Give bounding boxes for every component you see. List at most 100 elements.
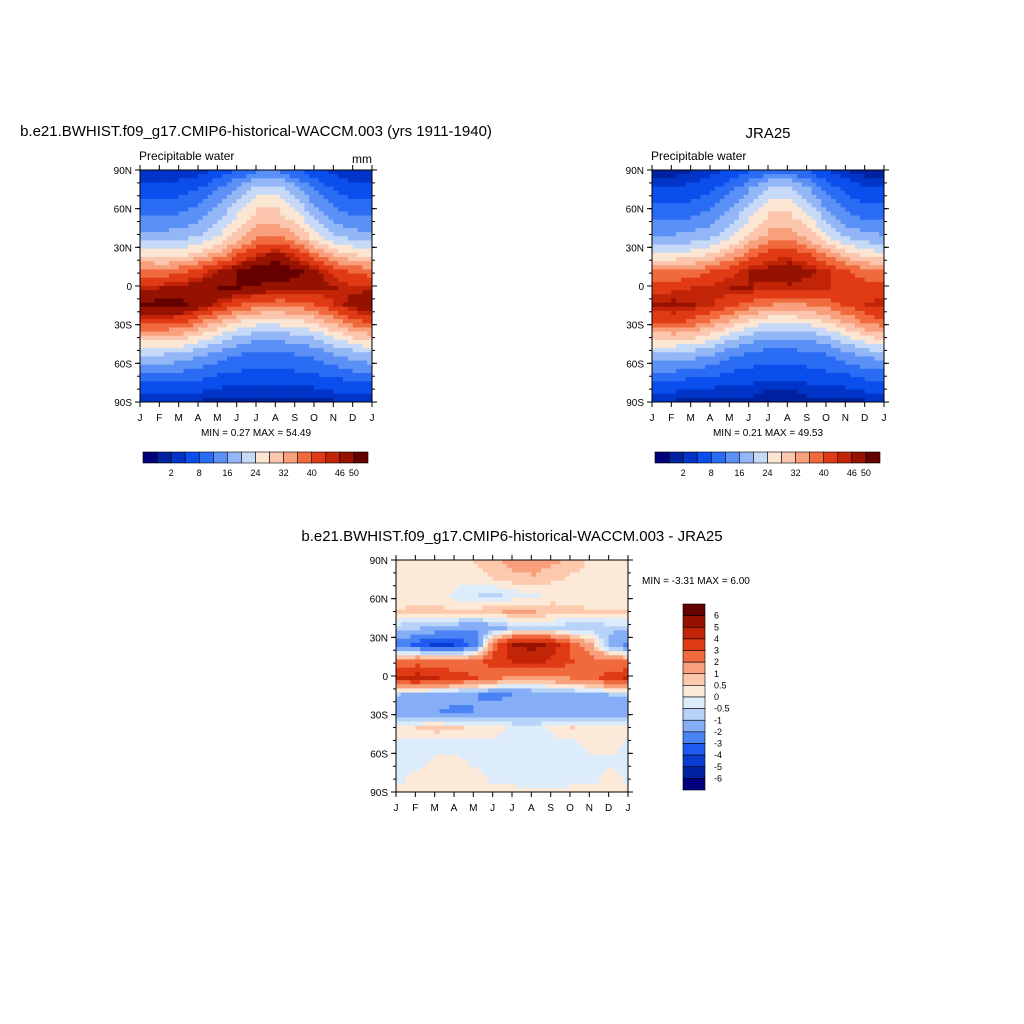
- heatmap-cell: [256, 281, 262, 287]
- heatmap-cell: [164, 286, 170, 291]
- heatmap-cell: [666, 339, 672, 345]
- heatmap-cell: [149, 277, 155, 283]
- heatmap-cell: [739, 269, 745, 274]
- heatmap-cell: [830, 310, 837, 316]
- heatmap-cell: [231, 397, 238, 403]
- heatmap-cell: [275, 327, 281, 332]
- heatmap-cell: [652, 348, 658, 353]
- heatmap-cell: [357, 244, 363, 250]
- heatmap-cell: [661, 203, 667, 208]
- heatmap-cell: [864, 327, 870, 332]
- heatmap-cell: [299, 240, 305, 245]
- heatmap-cell: [710, 248, 716, 254]
- heatmap-cell: [183, 215, 189, 221]
- heatmap-cell: [173, 344, 180, 349]
- heatmap-cell: [299, 294, 305, 299]
- heatmap-cell: [183, 327, 189, 332]
- heatmap-cell: [149, 348, 155, 353]
- heatmap-cell: [285, 273, 291, 279]
- heatmap-cell: [338, 327, 344, 332]
- heatmap-cell: [768, 190, 774, 196]
- heatmap-cell: [328, 207, 334, 212]
- heatmap-cell: [739, 186, 745, 192]
- heatmap-cell: [285, 364, 291, 370]
- heatmap-cell: [835, 335, 841, 341]
- heatmap-cell: [169, 211, 175, 216]
- heatmap-cell: [217, 199, 223, 204]
- heatmap-cell: [835, 170, 841, 175]
- heatmap-cell: [144, 286, 151, 291]
- heatmap-cell: [285, 174, 291, 179]
- heatmap-cell: [333, 310, 339, 316]
- heatmap-cell: [231, 348, 238, 353]
- heatmap-cell: [801, 199, 808, 204]
- heatmap-cell: [333, 302, 339, 308]
- heatmap-cell: [236, 339, 242, 345]
- heatmap-cell: [207, 335, 213, 341]
- heatmap-cell: [777, 335, 783, 341]
- heatmap-cell: [149, 377, 155, 382]
- heatmap-cell: [869, 265, 875, 270]
- heatmap-cell: [222, 277, 228, 283]
- heatmap-cell: [652, 182, 658, 187]
- heatmap-cell: [700, 232, 706, 237]
- heatmap-cell: [362, 248, 368, 254]
- heatmap-cell: [318, 368, 325, 374]
- heatmap-cell: [869, 269, 875, 274]
- heatmap-cell: [830, 294, 837, 299]
- heatmap-cell: [251, 389, 257, 395]
- heatmap-cell: [772, 170, 779, 175]
- heatmap-cell: [714, 323, 721, 328]
- heatmap-cell: [821, 306, 827, 312]
- heatmap-cell: [840, 199, 846, 204]
- heatmap-cell: [270, 257, 276, 262]
- heatmap-cell: [144, 319, 151, 324]
- heatmap-cell: [183, 286, 189, 291]
- heatmap-cell: [178, 335, 184, 341]
- heatmap-cell: [753, 219, 759, 225]
- heatmap-cell: [758, 257, 764, 262]
- heatmap-cell: [734, 228, 740, 233]
- heatmap-cell: [367, 186, 373, 192]
- heatmap-cell: [362, 203, 368, 208]
- heatmap-cell: [690, 219, 696, 225]
- heatmap-cell: [719, 240, 725, 245]
- heatmap-cell: [289, 244, 296, 250]
- heatmap-cell: [734, 306, 740, 312]
- heatmap-cell: [879, 319, 885, 324]
- heatmap-cell: [328, 170, 334, 175]
- heatmap-cell: [154, 232, 160, 237]
- heatmap-cell: [299, 377, 305, 382]
- heatmap-cell: [285, 298, 291, 303]
- heatmap-cell: [256, 344, 262, 349]
- heatmap-cell: [710, 199, 716, 204]
- heatmap-cell: [304, 335, 310, 341]
- heatmap-cell: [241, 364, 247, 370]
- heatmap-cell: [367, 199, 373, 204]
- heatmap-cell: [787, 199, 793, 204]
- heatmap-cell: [763, 290, 769, 295]
- heatmap-cell: [777, 269, 783, 274]
- heatmap-cell: [309, 190, 315, 196]
- heatmap-cell: [173, 228, 180, 233]
- heatmap-cell: [285, 335, 291, 341]
- heatmap-cell: [661, 281, 667, 287]
- heatmap-cell: [251, 186, 257, 192]
- heatmap-cell: [782, 240, 788, 245]
- heatmap-cell: [193, 360, 199, 366]
- heatmap-cell: [280, 385, 286, 390]
- heatmap-cell: [285, 240, 291, 245]
- heatmap-cell: [164, 344, 170, 349]
- heatmap-cell: [753, 302, 759, 308]
- heatmap-cell: [299, 302, 305, 308]
- heatmap-cell: [710, 323, 716, 328]
- heatmap-cell: [797, 248, 803, 254]
- heatmap-cell: [280, 302, 286, 308]
- heatmap-cell: [661, 286, 667, 291]
- heatmap-cell: [164, 273, 170, 279]
- heatmap-cell: [845, 186, 851, 192]
- heatmap-cell: [874, 228, 880, 233]
- heatmap-cell: [768, 335, 774, 341]
- heatmap-cell: [806, 178, 812, 183]
- x-tick-label: A: [195, 413, 202, 424]
